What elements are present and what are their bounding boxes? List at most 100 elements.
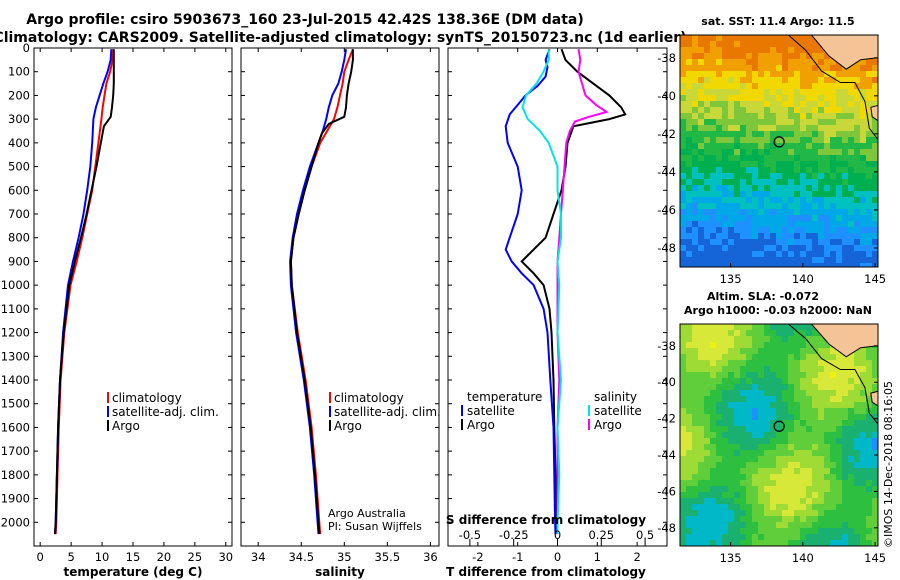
map-cell bbox=[836, 149, 842, 155]
map-cell bbox=[680, 492, 686, 498]
map-cell bbox=[746, 83, 752, 89]
map-cell bbox=[758, 516, 764, 522]
map-cell bbox=[764, 191, 770, 197]
map-cell bbox=[800, 155, 806, 161]
map-cell bbox=[752, 384, 758, 390]
sal-satellite-diff-line bbox=[521, 49, 563, 535]
map-cell bbox=[740, 203, 746, 209]
map-cell bbox=[794, 414, 800, 420]
map-cell bbox=[788, 125, 794, 131]
map-cell bbox=[746, 492, 752, 498]
map-cell bbox=[794, 71, 800, 77]
map-cell bbox=[710, 107, 716, 113]
map-cell bbox=[764, 360, 770, 366]
map-cell bbox=[710, 131, 716, 137]
x-tick-label: -1 bbox=[512, 550, 523, 564]
map-cell bbox=[770, 83, 776, 89]
map-cell bbox=[734, 65, 740, 71]
map-cell bbox=[806, 125, 812, 131]
map-cell bbox=[758, 209, 764, 215]
map-cell bbox=[806, 233, 812, 239]
map-cell bbox=[692, 444, 698, 450]
map-cell bbox=[752, 53, 758, 59]
map-cell bbox=[824, 143, 830, 149]
map-cell bbox=[758, 125, 764, 131]
map-cell bbox=[764, 35, 770, 41]
map-cell bbox=[692, 137, 698, 143]
map-cell bbox=[824, 209, 830, 215]
map-cell bbox=[686, 59, 692, 65]
map-cell bbox=[788, 360, 794, 366]
map-cell bbox=[842, 83, 848, 89]
map-cell bbox=[746, 360, 752, 366]
map-cell bbox=[842, 528, 848, 534]
map-cell bbox=[836, 426, 842, 432]
map-cell bbox=[812, 498, 818, 504]
map-cell bbox=[734, 71, 740, 77]
map-cell bbox=[692, 366, 698, 372]
map-cell bbox=[752, 119, 758, 125]
map-cell bbox=[788, 486, 794, 492]
map-cell bbox=[686, 101, 692, 107]
map-cell bbox=[824, 414, 830, 420]
map-cell bbox=[866, 233, 872, 239]
map-cell bbox=[776, 89, 782, 95]
map-cell bbox=[734, 137, 740, 143]
map-cell bbox=[794, 474, 800, 480]
map-cell bbox=[806, 83, 812, 89]
y-tick-label: 700 bbox=[8, 207, 30, 221]
map-cell bbox=[776, 366, 782, 372]
map-cell bbox=[692, 77, 698, 83]
map-cell bbox=[764, 390, 770, 396]
map-cell bbox=[830, 263, 836, 267]
map-cell bbox=[788, 185, 794, 191]
map-cell bbox=[758, 119, 764, 125]
map-cell bbox=[794, 354, 800, 360]
map-cell bbox=[794, 203, 800, 209]
map-cell bbox=[806, 504, 812, 510]
map-cell bbox=[836, 402, 842, 408]
map-cell bbox=[812, 480, 818, 486]
map-cell bbox=[806, 342, 812, 348]
map-cell bbox=[698, 167, 704, 173]
map-cell bbox=[728, 35, 734, 41]
map-cell bbox=[800, 125, 806, 131]
map-cell bbox=[866, 528, 872, 534]
map-cell bbox=[872, 528, 878, 534]
map-cell bbox=[752, 426, 758, 432]
map-cell bbox=[782, 257, 788, 263]
map-cell bbox=[848, 209, 854, 215]
map-cell bbox=[806, 420, 812, 426]
map-cell bbox=[848, 245, 854, 251]
map-cell bbox=[794, 480, 800, 486]
map-cell bbox=[764, 215, 770, 221]
credit-line1: Argo Australia bbox=[328, 507, 406, 520]
map-cell bbox=[788, 107, 794, 113]
map-cell bbox=[818, 257, 824, 263]
map-cell bbox=[680, 426, 686, 432]
map-cell bbox=[812, 444, 818, 450]
map-cell bbox=[710, 65, 716, 71]
map-cell bbox=[824, 510, 830, 516]
map-cell bbox=[704, 390, 710, 396]
map-cell bbox=[716, 77, 722, 83]
map-cell bbox=[758, 77, 764, 83]
map-cell bbox=[872, 95, 878, 101]
map-cell bbox=[770, 203, 776, 209]
map-cell bbox=[704, 179, 710, 185]
map-cell bbox=[746, 516, 752, 522]
map-cell bbox=[794, 336, 800, 342]
y-tick-label: 1100 bbox=[1, 302, 30, 316]
map-cell bbox=[836, 474, 842, 480]
map-cell bbox=[842, 77, 848, 83]
map-cell bbox=[782, 366, 788, 372]
map-cell bbox=[680, 384, 686, 390]
map-cell bbox=[764, 474, 770, 480]
map-cell bbox=[746, 354, 752, 360]
map-cell bbox=[872, 191, 878, 197]
map-cell bbox=[818, 185, 824, 191]
map-cell bbox=[764, 396, 770, 402]
map-cell bbox=[800, 486, 806, 492]
map-cell bbox=[854, 354, 860, 360]
map-cell bbox=[770, 77, 776, 83]
